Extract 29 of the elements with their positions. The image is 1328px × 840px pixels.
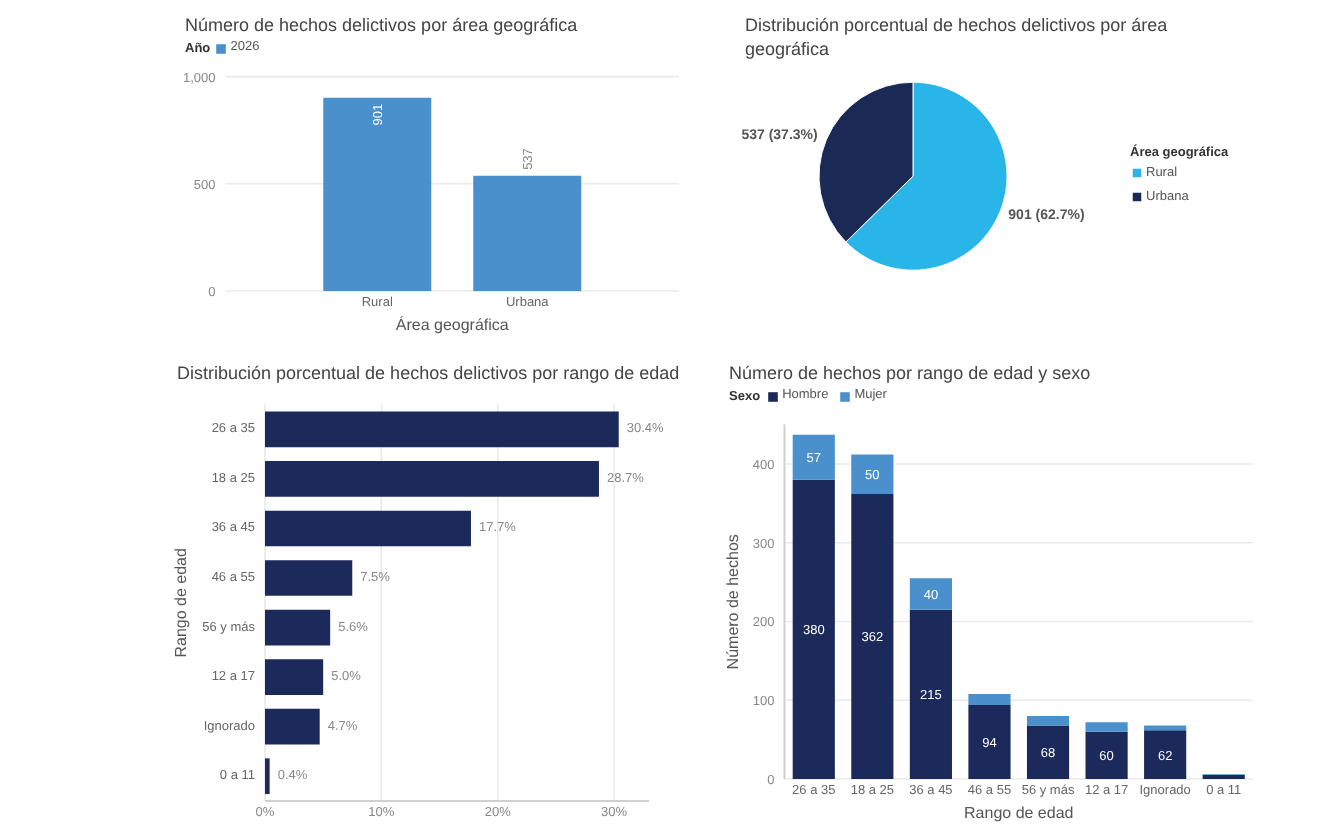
chart-title: Distribución porcentual de hechos delictivos por área geográfica <box>745 15 1168 59</box>
bar <box>265 659 324 695</box>
bar <box>1085 722 1128 732</box>
bar <box>265 411 619 448</box>
bar <box>1144 725 1187 731</box>
bar <box>1085 731 1128 779</box>
bar <box>1026 716 1070 726</box>
bar <box>1026 725 1070 779</box>
bar <box>851 493 894 779</box>
bar <box>909 609 952 779</box>
chart-title: Número de hechos delictivos por área geográfica <box>185 15 578 35</box>
bar <box>265 560 353 596</box>
bar <box>792 434 835 480</box>
bar <box>265 461 599 497</box>
bar <box>968 704 1011 779</box>
bar <box>792 479 835 779</box>
bar <box>851 454 894 494</box>
chart-title: Número de hechos por rango de edad y sexo <box>729 363 1091 383</box>
bar <box>265 708 320 745</box>
bar <box>968 693 1011 705</box>
x-axis-title: Área geográfica <box>395 316 510 334</box>
chart-title: Distribución porcentual de hechos delictivos por rango de edad <box>177 363 680 383</box>
y-axis-title: Número de hechos <box>724 534 742 670</box>
bar <box>1144 730 1187 779</box>
x-axis-title: Rango de edad <box>964 804 1074 822</box>
bar <box>909 578 952 610</box>
y-axis-title: Rango de edad <box>172 548 190 658</box>
bar <box>265 510 471 547</box>
bar <box>265 609 331 646</box>
